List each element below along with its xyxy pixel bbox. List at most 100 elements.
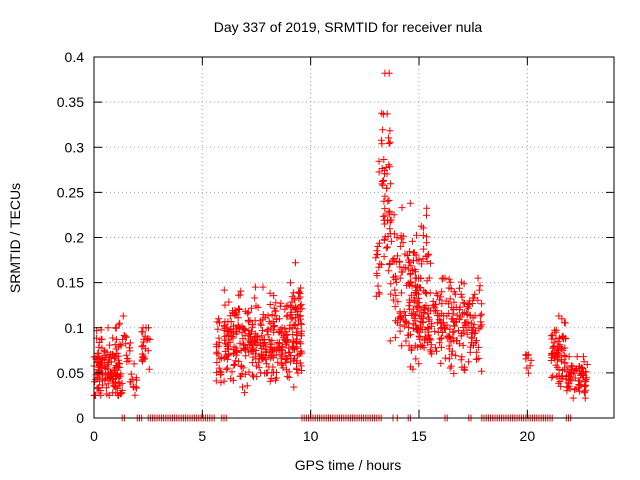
data-point <box>291 345 298 353</box>
data-point <box>567 377 575 385</box>
data-point <box>552 361 560 369</box>
data-point <box>458 293 466 301</box>
data-point <box>268 352 276 360</box>
data-point <box>225 298 233 306</box>
data-point <box>386 260 394 268</box>
data-point <box>290 383 298 391</box>
data-point <box>276 302 284 310</box>
data-point <box>213 369 221 377</box>
data-point <box>524 369 532 377</box>
data-point <box>122 340 130 348</box>
data-point <box>527 356 535 364</box>
data-point <box>473 348 481 356</box>
data-point <box>282 359 290 367</box>
data-point <box>235 306 243 313</box>
data-point <box>116 381 124 389</box>
data-point <box>409 365 417 373</box>
data-point <box>382 244 390 252</box>
data-point <box>523 352 531 359</box>
data-point <box>221 336 228 344</box>
data-point <box>423 211 430 219</box>
data-point <box>374 282 382 290</box>
data-point <box>112 389 120 397</box>
data-point <box>252 347 260 354</box>
data-point <box>428 350 436 358</box>
data-point <box>407 270 415 277</box>
data-point <box>397 243 405 250</box>
data-point <box>468 339 475 347</box>
y-tick-label: 0.2 <box>65 230 85 246</box>
data-point <box>245 368 253 376</box>
data-point <box>441 274 449 282</box>
data-point <box>435 316 443 324</box>
data-point <box>287 315 295 323</box>
data-point <box>556 341 564 349</box>
data-point <box>423 204 431 212</box>
data-point <box>259 327 266 334</box>
data-point <box>274 358 282 366</box>
data-point <box>437 343 445 351</box>
data-point <box>234 314 242 322</box>
data-point <box>378 165 386 172</box>
data-point <box>437 359 445 367</box>
data-point <box>468 329 476 336</box>
data-point <box>440 312 448 320</box>
data-point <box>571 386 579 394</box>
data-point <box>378 109 386 117</box>
data-point <box>406 248 414 256</box>
data-point <box>403 252 411 259</box>
data-point <box>380 236 388 244</box>
data-point <box>259 283 267 291</box>
data-point <box>458 353 466 361</box>
data-point <box>293 325 301 333</box>
data-point <box>249 353 257 361</box>
data-point <box>580 383 588 391</box>
data-point <box>421 304 428 312</box>
data-point <box>139 342 147 350</box>
data-point <box>548 335 556 343</box>
data-point <box>391 275 399 283</box>
data-point <box>292 328 300 336</box>
data-point <box>415 332 423 340</box>
data-point <box>229 307 236 315</box>
data-point <box>93 385 101 392</box>
data-point <box>425 274 433 282</box>
data-point <box>276 325 284 333</box>
data-point <box>93 358 101 366</box>
data-point <box>383 110 391 118</box>
data-point <box>126 347 134 355</box>
data-point <box>266 377 274 385</box>
data-point <box>431 327 439 335</box>
data-point <box>580 353 587 361</box>
data-point <box>406 199 414 207</box>
data-point <box>213 318 221 326</box>
data-point <box>96 370 104 378</box>
data-point <box>476 312 484 320</box>
data-point <box>241 346 249 353</box>
data-point <box>110 353 118 361</box>
data-point <box>102 384 110 392</box>
data-point <box>438 334 445 342</box>
data-point <box>432 289 440 297</box>
data-point <box>576 382 584 390</box>
data-point <box>373 272 381 280</box>
data-point <box>384 232 392 240</box>
data-point <box>223 364 231 372</box>
data-point <box>374 243 382 250</box>
data-point <box>240 325 247 333</box>
data-point <box>457 356 465 364</box>
data-point <box>98 344 106 352</box>
data-point <box>477 318 485 326</box>
data-point <box>580 389 588 397</box>
data-point <box>474 296 482 304</box>
data-point <box>559 346 567 354</box>
data-point <box>446 295 454 303</box>
data-point <box>228 368 236 376</box>
data-point <box>237 287 245 295</box>
data-point <box>418 260 425 268</box>
data-point <box>390 255 398 262</box>
data-point <box>411 316 419 324</box>
data-point <box>232 325 240 333</box>
data-point <box>448 347 456 355</box>
data-point <box>413 231 420 239</box>
